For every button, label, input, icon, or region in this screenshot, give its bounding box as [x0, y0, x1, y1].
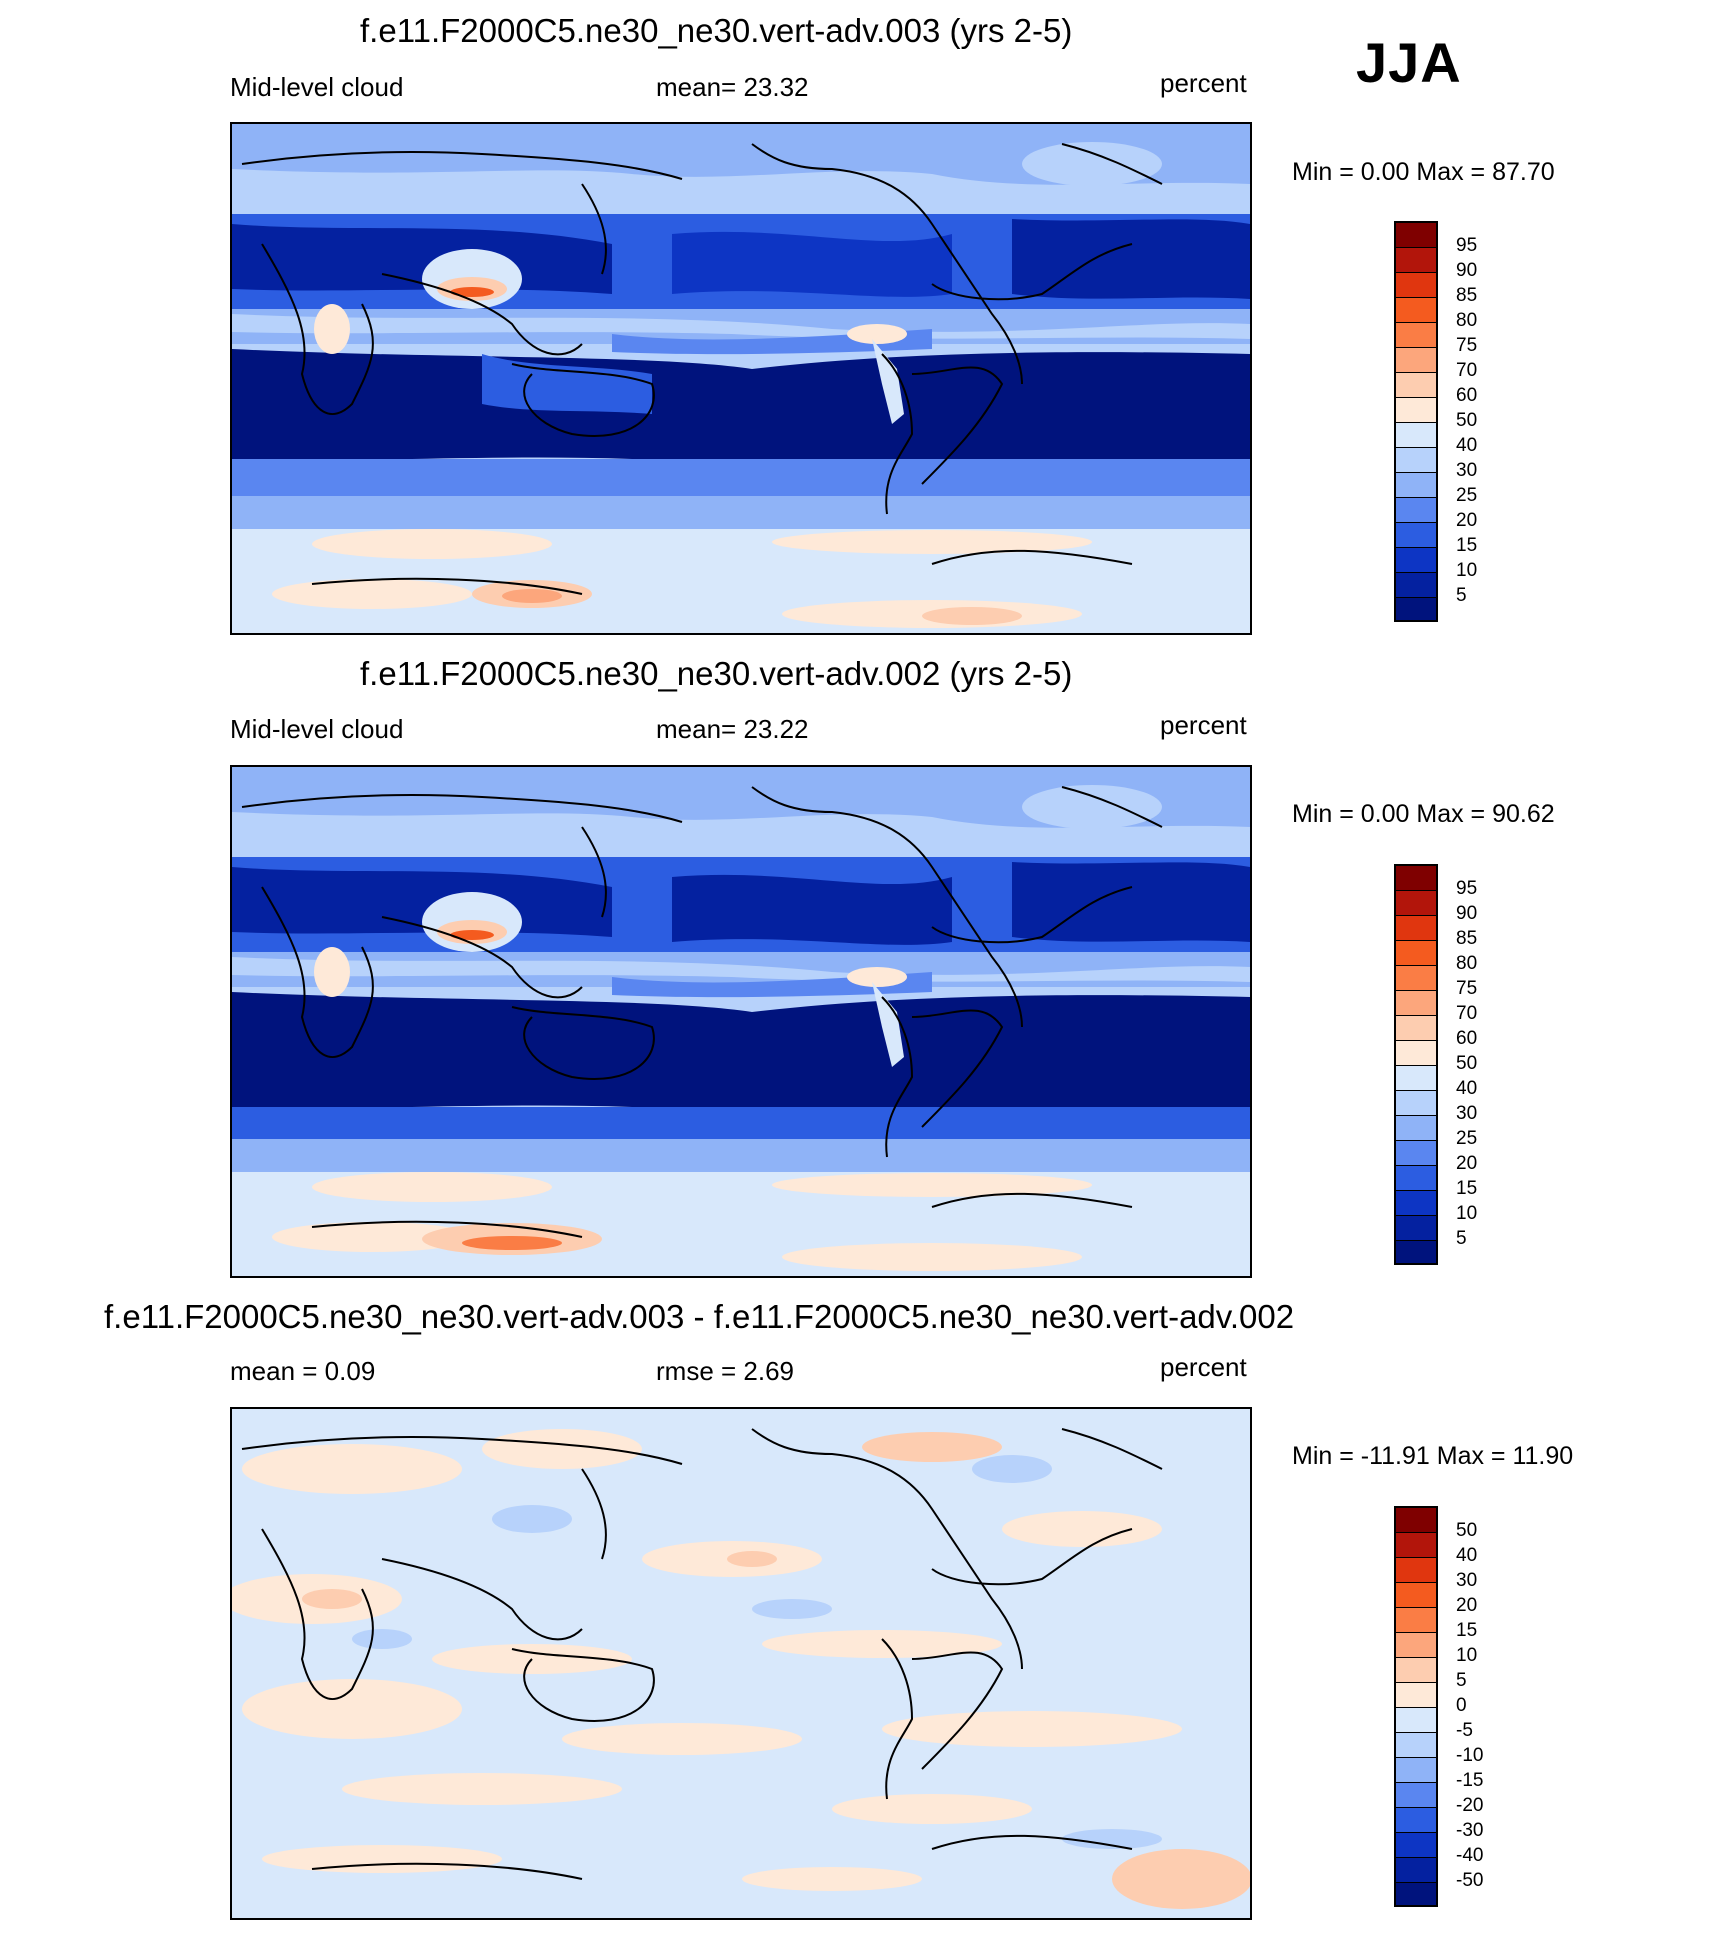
panel1-mean-label: mean= 23.32: [656, 72, 809, 102]
panel1-colorbar-label: 20: [1456, 510, 1478, 531]
panel3-colorbar-label: -5: [1456, 1720, 1473, 1741]
panel3-colorbar-label: 40: [1456, 1545, 1478, 1566]
panel3-colorbar-label: -15: [1456, 1770, 1484, 1791]
panel2-colorbar-box: [1394, 864, 1438, 1265]
panel3-colorbar-label: 50: [1456, 1520, 1478, 1541]
panel2-colorbar-label: 80: [1456, 953, 1478, 974]
panel1-colorbar-label: 75: [1456, 335, 1478, 356]
panel3-colorbar-label: -40: [1456, 1845, 1484, 1866]
panel1-colorbar-label: 10: [1456, 560, 1478, 581]
panel2-colorbar-label: 20: [1456, 1153, 1478, 1174]
panel1-colorbar-label: 85: [1456, 285, 1478, 306]
panel3-colorbar-label: -30: [1456, 1820, 1484, 1841]
panel3-colorbar-label: -50: [1456, 1870, 1484, 1891]
panel1-colorbar-label: 70: [1456, 360, 1478, 381]
panel1-colorbar-label: 5: [1456, 585, 1467, 606]
panel2-colorbar-label: 50: [1456, 1053, 1478, 1074]
panel2-minmax: Min = 0.00 Max = 90.62: [1292, 800, 1555, 828]
panel3-colorbar-label: 10: [1456, 1645, 1478, 1666]
panel3-colorbar-label: 15: [1456, 1620, 1478, 1641]
panel1-colorbar-label: 60: [1456, 385, 1478, 406]
panel3-colorbar-label: -10: [1456, 1745, 1484, 1766]
panel2-colorbar-label: 75: [1456, 978, 1478, 999]
panel2-colorbar-label: 90: [1456, 903, 1478, 924]
panel1-colorbar-label: 15: [1456, 535, 1478, 556]
panel2-colorbar-label: 25: [1456, 1128, 1478, 1149]
panel2-colorbar-label: 5: [1456, 1228, 1467, 1249]
panel2-map: [230, 765, 1252, 1278]
panel2-colorbar-label: 70: [1456, 1003, 1478, 1024]
panel1-colorbar-label: 90: [1456, 260, 1478, 281]
panel2-colorbar-label: 85: [1456, 928, 1478, 949]
panel3-colorbar-label: 5: [1456, 1670, 1467, 1691]
panel3-units-label: percent: [1160, 1352, 1247, 1382]
panel3-colorbar-label: 0: [1456, 1695, 1467, 1716]
panel3-mean-label: mean = 0.09: [230, 1356, 376, 1386]
panel1-units-label: percent: [1160, 68, 1247, 98]
panel1-minmax: Min = 0.00 Max = 87.70: [1292, 158, 1555, 186]
panel2-colorbar-label: 15: [1456, 1178, 1478, 1199]
panel1-colorbar-label: 40: [1456, 435, 1478, 456]
panel1-colorbar-label: 50: [1456, 410, 1478, 431]
panel1-colorbar-label: 80: [1456, 310, 1478, 331]
panel3-title: f.e11.F2000C5.ne30_ne30.vert-adv.003 - f…: [104, 1298, 1295, 1335]
panel3-colorbar-box: [1394, 1506, 1438, 1907]
panel2-colorbar-label: 10: [1456, 1203, 1478, 1224]
panel2-colorbar-label: 60: [1456, 1028, 1478, 1049]
panel2-colorbar-label: 40: [1456, 1078, 1478, 1099]
panel3-colorbar-label: 20: [1456, 1595, 1478, 1616]
panel2-colorbar-label: 30: [1456, 1103, 1478, 1124]
panel3-map: [230, 1407, 1252, 1920]
panel3-rmse-label: rmse = 2.69: [656, 1356, 795, 1386]
panel3-colorbar-label: 30: [1456, 1570, 1478, 1591]
panel2-variable-label: Mid-level cloud: [230, 714, 404, 744]
panel1-title: f.e11.F2000C5.ne30_ne30.vert-adv.003 (yr…: [360, 12, 1073, 49]
panel1-colorbar-label: 25: [1456, 485, 1478, 506]
panel2-units-label: percent: [1160, 710, 1247, 740]
panel2-mean-label: mean= 23.22: [656, 714, 809, 744]
panel2-colorbar-label: 95: [1456, 878, 1478, 899]
panel1-variable-label: Mid-level cloud: [230, 72, 404, 102]
panel1-colorbar-label: 30: [1456, 460, 1478, 481]
season-label: JJA: [1356, 31, 1462, 94]
panel3-colorbar-label: -20: [1456, 1795, 1484, 1816]
panel1-map: [230, 122, 1252, 635]
panel1-colorbar-label: 95: [1456, 235, 1478, 256]
panel2-title: f.e11.F2000C5.ne30_ne30.vert-adv.002 (yr…: [360, 655, 1073, 692]
panel1-colorbar-box: [1394, 221, 1438, 622]
panel3-minmax: Min = -11.91 Max = 11.90: [1292, 1442, 1574, 1470]
